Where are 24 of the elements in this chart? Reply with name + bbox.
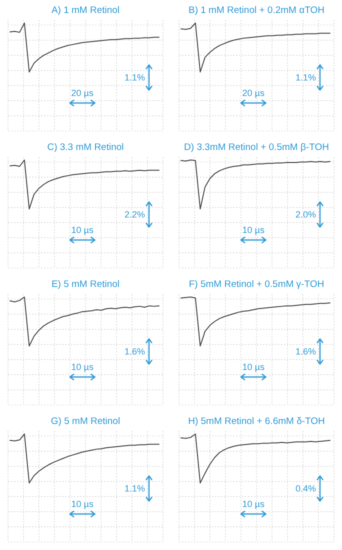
chart-title: D) 3.3mM Retinol + 0.5mM β-TOH: [184, 142, 330, 153]
text: 10 µs: [71, 225, 94, 235]
text: 10 µs: [71, 499, 94, 509]
text: 20 µs: [71, 88, 94, 98]
text: 1.1%: [124, 484, 145, 494]
chart-title: A) 1 mM Retinol: [51, 5, 120, 16]
text: 10 µs: [242, 499, 265, 509]
chart-title: F) 5mM Retinol + 0.5mM γ-TOH: [188, 279, 324, 290]
chart-title: G) 5 mM Retinol: [50, 416, 120, 427]
chart-title: B) 1 mM Retinol + 0.2mM αTOH: [188, 5, 325, 16]
text: 1.6%: [295, 346, 316, 356]
text: 2.0%: [295, 210, 316, 220]
text: 20 µs: [242, 88, 265, 98]
text: 1.1%: [124, 72, 145, 82]
chart-title: C) 3.3 mM Retinol: [47, 142, 124, 153]
text: 10 µs: [71, 362, 94, 372]
text: 1.1%: [295, 72, 316, 82]
text: 2.2%: [124, 210, 145, 220]
text: 0.4%: [295, 484, 316, 494]
text: 10 µs: [242, 225, 265, 235]
text: 10 µs: [242, 362, 265, 372]
chart-title: H) 5mM Retinol + 6.6mM δ-TOH: [188, 416, 326, 427]
chart-title: E) 5 mM Retinol: [51, 279, 120, 290]
text: 1.6%: [124, 346, 145, 356]
